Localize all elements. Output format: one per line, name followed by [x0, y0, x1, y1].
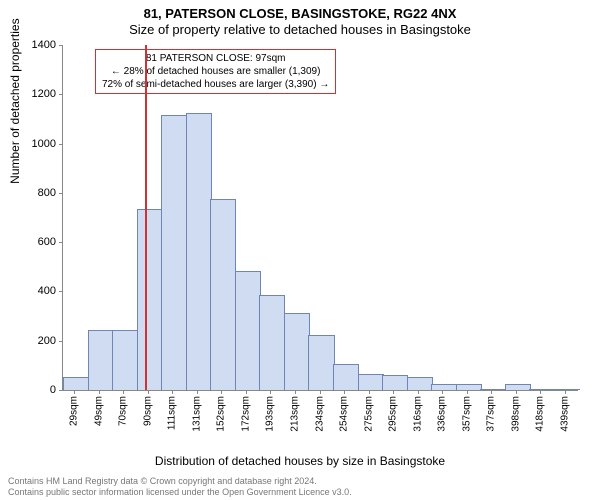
histogram-bar [529, 389, 555, 390]
ytick-label: 1200 [16, 88, 56, 100]
ytick-label: 200 [16, 335, 56, 347]
ytick-mark [59, 341, 63, 342]
histogram-bar [88, 330, 114, 390]
ytick-label: 400 [16, 285, 56, 297]
histogram-bar [161, 115, 187, 390]
xtick-label: 70sqm [118, 396, 129, 426]
annotation-box: 81 PATERSON CLOSE: 97sqm ← 28% of detach… [95, 49, 336, 94]
ytick-mark [59, 193, 63, 194]
histogram-bar [554, 389, 580, 390]
ytick-mark [59, 94, 63, 95]
xtick-label: 336sqm [437, 396, 448, 432]
histogram-bar [505, 384, 531, 390]
page-subtitle: Size of property relative to detached ho… [0, 22, 600, 37]
ytick-mark [59, 291, 63, 292]
ytick-label: 600 [16, 236, 56, 248]
xtick-label: 49sqm [93, 396, 104, 426]
histogram-bar [137, 209, 163, 390]
xtick-mark [123, 390, 124, 394]
chart-container: 81, PATERSON CLOSE, BASINGSTOKE, RG22 4N… [0, 0, 600, 500]
ytick-label: 0 [16, 384, 56, 396]
xtick-mark [344, 390, 345, 394]
ytick-mark [59, 144, 63, 145]
xtick-mark [221, 390, 222, 394]
xtick-mark [540, 390, 541, 394]
histogram-bar [308, 335, 334, 390]
histogram-bar [186, 113, 212, 390]
histogram-bar [480, 389, 506, 390]
xtick-label: 418sqm [535, 396, 546, 432]
ytick-label: 1400 [16, 39, 56, 51]
annotation-line1: 81 PATERSON CLOSE: 97sqm [102, 52, 329, 65]
annotation-line3: 72% of semi-detached houses are larger (… [102, 78, 329, 91]
x-axis-label: Distribution of detached houses by size … [0, 454, 600, 468]
xtick-mark [295, 390, 296, 394]
xtick-label: 152sqm [216, 396, 227, 432]
caption: Contains HM Land Registry data © Crown c… [8, 476, 592, 499]
xtick-label: 29sqm [69, 396, 80, 426]
xtick-mark [467, 390, 468, 394]
histogram-bar [407, 377, 433, 390]
histogram-bar [333, 364, 359, 390]
ytick-mark [59, 45, 63, 46]
plot-area: 81 PATERSON CLOSE: 97sqm ← 28% of detach… [62, 45, 578, 391]
xtick-label: 254sqm [339, 396, 350, 432]
annotation-line2: ← 28% of detached houses are smaller (1,… [102, 65, 329, 78]
xtick-mark [393, 390, 394, 394]
histogram-bar [210, 199, 236, 390]
xtick-label: 213sqm [289, 396, 300, 432]
xtick-mark [148, 390, 149, 394]
xtick-mark [74, 390, 75, 394]
xtick-label: 111sqm [167, 396, 178, 430]
xtick-label: 234sqm [314, 396, 325, 432]
histogram-bar [235, 271, 261, 390]
xtick-label: 439sqm [559, 396, 570, 432]
xtick-mark [418, 390, 419, 394]
xtick-label: 193sqm [265, 396, 276, 432]
histogram-bar [358, 374, 384, 390]
xtick-label: 398sqm [510, 396, 521, 432]
histogram-bar [456, 384, 482, 390]
xtick-mark [197, 390, 198, 394]
xtick-mark [442, 390, 443, 394]
histogram-bar [382, 375, 408, 390]
xtick-label: 90sqm [142, 396, 153, 426]
xtick-mark [369, 390, 370, 394]
xtick-label: 357sqm [461, 396, 472, 432]
ytick-mark [59, 390, 63, 391]
xtick-mark [491, 390, 492, 394]
property-marker-line [145, 45, 147, 390]
xtick-mark [320, 390, 321, 394]
xtick-mark [516, 390, 517, 394]
histogram-bar [112, 330, 138, 390]
caption-line2: Contains public sector information licen… [8, 487, 592, 498]
caption-line1: Contains HM Land Registry data © Crown c… [8, 476, 592, 487]
xtick-mark [270, 390, 271, 394]
page-title: 81, PATERSON CLOSE, BASINGSTOKE, RG22 4N… [0, 6, 600, 21]
xtick-mark [246, 390, 247, 394]
xtick-label: 275sqm [363, 396, 374, 432]
histogram-bar [259, 295, 285, 390]
xtick-label: 316sqm [412, 396, 423, 432]
xtick-mark [99, 390, 100, 394]
xtick-mark [565, 390, 566, 394]
xtick-label: 295sqm [388, 396, 399, 432]
xtick-label: 377sqm [486, 396, 497, 432]
ytick-label: 800 [16, 187, 56, 199]
histogram-bar [431, 384, 457, 390]
histogram-bar [63, 377, 89, 390]
ytick-label: 1000 [16, 138, 56, 150]
ytick-mark [59, 242, 63, 243]
xtick-label: 131sqm [191, 396, 202, 432]
xtick-label: 172sqm [240, 396, 251, 432]
histogram-bar [284, 313, 310, 390]
xtick-mark [172, 390, 173, 394]
